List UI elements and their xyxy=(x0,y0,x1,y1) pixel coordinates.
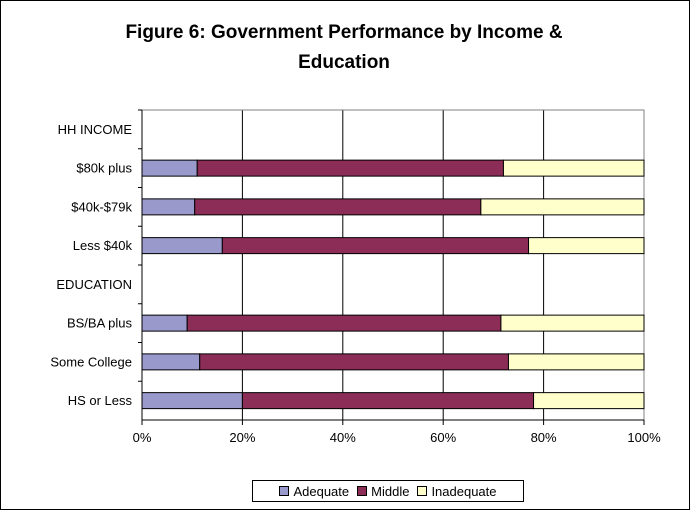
category-label: $80k plus xyxy=(76,161,132,176)
chart-title-line-2: Education xyxy=(298,52,390,73)
category-label: Less $40k xyxy=(73,238,133,253)
chart-title: Figure 6: Government Performance by Inco… xyxy=(0,18,688,78)
bar-segment-inadequate xyxy=(480,198,645,216)
bar-segment-middle xyxy=(199,353,509,371)
bar-segment-adequate xyxy=(141,159,198,177)
bar-segment-middle xyxy=(241,392,535,410)
legend-swatch-adequate xyxy=(279,486,290,496)
bar-segment-adequate xyxy=(141,314,188,332)
bar-segment-adequate xyxy=(141,198,196,216)
category-label: EDUCATION xyxy=(56,277,132,292)
bar-segment-adequate xyxy=(141,392,243,410)
legend-swatch-middle xyxy=(357,486,368,496)
legend-entry-inadequate: Inadequate xyxy=(417,483,497,499)
bar-segment-adequate xyxy=(141,353,201,371)
x-tick-label: 60% xyxy=(430,430,456,445)
legend-entry-adequate: Adequate xyxy=(279,484,349,499)
category-label: HH INCOME xyxy=(58,122,133,137)
bar-segment-inadequate xyxy=(507,353,645,371)
x-tick-label: 40% xyxy=(330,430,356,445)
category-label: HS or Less xyxy=(68,393,133,408)
bar-segment-middle xyxy=(186,314,502,332)
x-tick-label: 80% xyxy=(531,430,557,445)
legend-label-middle: Middle xyxy=(371,483,410,499)
category-label: $40k-$79k xyxy=(71,199,132,214)
bar-segment-middle xyxy=(194,198,482,216)
category-label: Some College xyxy=(50,354,132,369)
chart-plot: HH INCOME $80k plus $40k-$79k Less $40k EDUC… xyxy=(50,109,661,445)
legend-swatch-inadequate xyxy=(417,486,428,496)
category-label: BS/BA plus xyxy=(67,316,133,331)
legend-label-adequate: Adequate xyxy=(293,483,350,499)
bar-segment-inadequate xyxy=(533,392,645,410)
bar-segment-adequate xyxy=(141,237,223,255)
plot-area xyxy=(142,110,644,420)
x-tick-label: 0% xyxy=(133,430,152,445)
chart-title-line-1: Figure 6: Government Performance by Inco… xyxy=(125,22,563,43)
x-tick-label: 20% xyxy=(229,430,255,445)
bar-segment-inadequate xyxy=(502,159,645,177)
legend: Adequate Middle Inadequate xyxy=(252,480,524,502)
bar-segment-middle xyxy=(221,237,530,255)
x-tick-label: 100% xyxy=(627,430,661,445)
bar-segment-inadequate xyxy=(500,314,645,332)
legend-entry-middle: Middle xyxy=(357,484,409,499)
bar-segment-middle xyxy=(196,159,504,177)
legend-label-inadequate: Inadequate xyxy=(431,483,497,499)
bar-segment-inadequate xyxy=(528,237,645,255)
